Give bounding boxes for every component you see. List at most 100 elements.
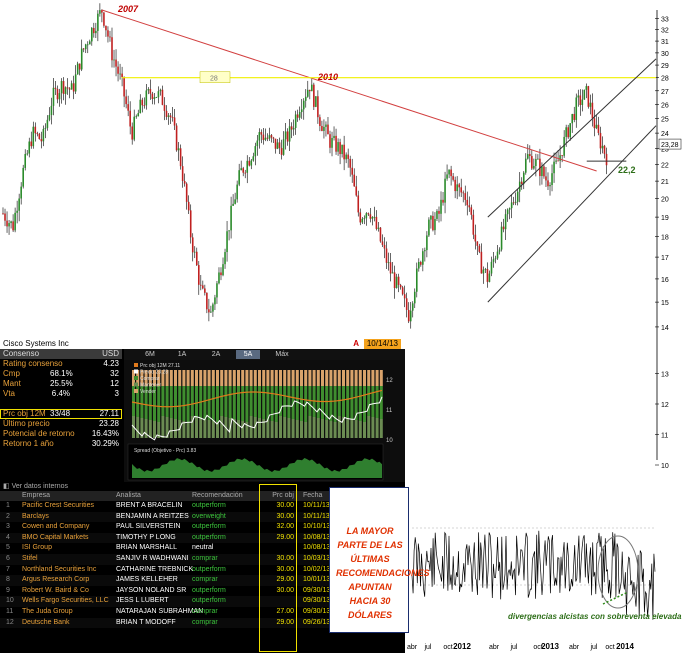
- buy-bar: [346, 386, 350, 418]
- candle-body: [12, 221, 14, 231]
- candle-body: [66, 87, 69, 89]
- sell-bar: [295, 370, 299, 386]
- candle-body: [470, 207, 473, 215]
- table-row[interactable]: 3 Cowen and Company PAUL SILVERSTEIN outper…: [0, 522, 405, 533]
- sell-bar: [165, 370, 169, 386]
- candle-body: [302, 100, 305, 110]
- x-tick-label: jul: [509, 644, 517, 651]
- hold-bar: [161, 416, 165, 438]
- tab-5a[interactable]: 5A: [236, 350, 260, 359]
- candle-body: [529, 154, 531, 157]
- analyst-name: PAUL SILVERSTEIN: [116, 523, 181, 531]
- x-tick-label: 2014: [616, 642, 634, 651]
- candle-body: [121, 73, 123, 78]
- col-fecha[interactable]: Fecha: [303, 492, 323, 499]
- candle-body: [238, 170, 240, 185]
- sell-bar: [262, 370, 266, 386]
- buy-bar: [300, 386, 303, 421]
- candle-body: [448, 169, 450, 175]
- candle-body: [549, 185, 551, 187]
- firm-name: Northland Securities Inc: [22, 565, 97, 573]
- candle-body: [298, 112, 301, 118]
- hold-bar: [283, 417, 287, 438]
- candle-body: [294, 114, 297, 128]
- table-row[interactable]: 10 Wells Fargo Securities, LLC JESS L LUBE…: [0, 596, 405, 607]
- analyst-name: TIMOTHY P LONG: [116, 533, 176, 541]
- tab-2a[interactable]: 2A: [211, 351, 221, 358]
- buy-bar: [325, 386, 329, 420]
- table-row[interactable]: 4 BMO Capital Markets TIMOTHY P LONG outper…: [0, 532, 405, 544]
- sell-bar: [245, 370, 249, 386]
- y-tick-label: 14: [661, 325, 669, 332]
- trend-2007-2010-line: [101, 9, 597, 172]
- candle-body: [341, 144, 343, 155]
- table-row[interactable]: 6 Stifel SANJIV R WADHWANI comprar 30.00 10/0…: [0, 553, 405, 565]
- candle-body: [381, 241, 384, 245]
- table-row[interactable]: 12 Deutsche Bank BRIAN T MODOFF comprar 29.0…: [0, 617, 405, 629]
- buy-bar: [379, 386, 383, 419]
- consensus-label: Último precio: [3, 419, 50, 428]
- candle-body: [385, 248, 388, 263]
- buy-bar: [329, 386, 333, 421]
- table-row[interactable]: 2 Barclays BENJAMIN A REITZES overweight 30.…: [0, 511, 405, 523]
- hold-bar: [258, 418, 261, 438]
- buy-bar: [333, 386, 337, 422]
- internal-data-toggle[interactable]: ◧ Ver datos internos: [3, 483, 68, 490]
- candle-body: [456, 184, 458, 192]
- table-row[interactable]: 7 Northland Securities Inc CATHARINE TREBN…: [0, 565, 405, 576]
- tab-6m[interactable]: 6M: [145, 351, 155, 358]
- candle-body: [129, 110, 131, 127]
- y-tick-label: 17: [661, 255, 669, 262]
- candle-body: [56, 88, 59, 100]
- x-tick-label: jul: [589, 644, 597, 651]
- table-row[interactable]: 5 ISI Group BRIAN MARSHALL neutral 10/08/13: [0, 543, 405, 554]
- table-row[interactable]: 11 The Juda Group NATARAJAN SUBRAHMAN compr…: [0, 607, 405, 618]
- table-row[interactable]: 1 Pacific Crest Securities BRENT A BRACELI…: [0, 501, 405, 512]
- buy-bar: [153, 386, 156, 421]
- buy-bar: [174, 386, 177, 419]
- panel-y-tick: 12: [386, 378, 393, 384]
- candle-body: [254, 146, 257, 157]
- table-row[interactable]: 9 Robert W. Baird & Co JAYSON NOLAND SR out…: [0, 586, 405, 597]
- tab-1a[interactable]: 1A: [177, 351, 187, 358]
- candle-body: [139, 99, 142, 114]
- candle-body: [202, 285, 204, 289]
- col-empresa[interactable]: Empresa: [22, 492, 51, 499]
- table-row[interactable]: 8 Argus Research Corp JAMES KELLEHER compra…: [0, 575, 405, 586]
- hold-bar: [270, 421, 274, 438]
- hold-bar: [157, 422, 161, 438]
- candle-body: [442, 199, 444, 203]
- target-price: 30.00: [276, 586, 294, 594]
- candle-body: [228, 230, 230, 232]
- hold-bar: [220, 416, 224, 438]
- col-analista[interactable]: Analista: [116, 492, 141, 499]
- col-recomendacion[interactable]: Recomendación: [192, 492, 243, 499]
- candle-body: [516, 191, 519, 202]
- buy-bar: [342, 386, 345, 417]
- buy-bar: [363, 386, 366, 422]
- candle-body: [197, 265, 200, 285]
- candle-body: [50, 105, 53, 116]
- candle-body: [76, 63, 79, 75]
- candle-body: [524, 158, 527, 173]
- consensus-label: Prc obj 12M: [3, 409, 46, 418]
- col-prc-obj[interactable]: Prc obj: [272, 492, 294, 499]
- analyst-name: CATHARINE TREBNICK: [116, 565, 194, 573]
- buy-bar: [220, 386, 224, 416]
- terminal-symbol: A: [353, 339, 359, 348]
- legend-entry: Mantener: [140, 383, 161, 389]
- hold-bar: [371, 417, 375, 438]
- consensus-value-1: 68.1%: [50, 369, 73, 378]
- candle-body: [88, 41, 91, 45]
- row-number: 11: [6, 607, 14, 615]
- tab-max[interactable]: Máx: [275, 351, 289, 358]
- hold-bar: [321, 419, 324, 438]
- sell-bar: [161, 370, 165, 386]
- buy-bar: [295, 386, 299, 420]
- hold-bar: [148, 420, 152, 438]
- rec-date: 10/01/13: [303, 576, 331, 584]
- candle-body: [446, 174, 448, 179]
- sell-bar: [178, 370, 182, 386]
- consensus-value-2: 3: [114, 389, 119, 398]
